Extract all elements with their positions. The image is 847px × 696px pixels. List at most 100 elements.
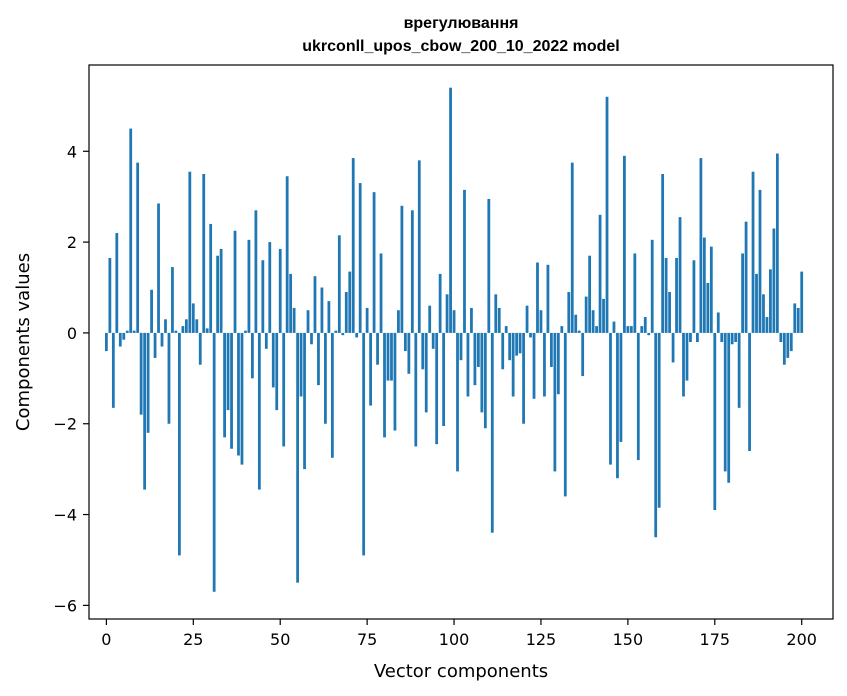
bar xyxy=(702,237,706,333)
bar xyxy=(775,153,779,333)
x-axis-label: Vector components xyxy=(374,661,548,682)
bar xyxy=(744,221,748,333)
bar xyxy=(261,260,265,333)
bar xyxy=(435,332,439,445)
bar xyxy=(692,260,696,333)
bar xyxy=(150,289,153,333)
bar xyxy=(543,332,546,397)
bar xyxy=(616,332,619,479)
bar xyxy=(755,273,758,333)
bar xyxy=(657,332,661,508)
bar xyxy=(237,332,240,456)
bar xyxy=(682,332,685,397)
bar xyxy=(372,192,376,333)
bar xyxy=(198,332,202,365)
bar xyxy=(292,307,296,333)
bar xyxy=(160,332,164,347)
bar xyxy=(271,332,275,388)
bar xyxy=(330,332,334,458)
bar xyxy=(699,158,703,333)
x-tick-label: 125 xyxy=(526,630,557,649)
bar xyxy=(741,253,744,333)
bar xyxy=(111,332,115,408)
bar xyxy=(556,332,560,395)
bar xyxy=(268,242,272,333)
bar xyxy=(664,257,668,333)
bar xyxy=(257,332,261,490)
bar xyxy=(483,332,487,429)
bar xyxy=(789,332,793,352)
bar xyxy=(650,239,654,333)
bar xyxy=(191,303,195,333)
bar xyxy=(344,292,348,333)
bar xyxy=(143,332,147,490)
bar xyxy=(605,96,609,333)
bar xyxy=(410,210,414,333)
x-axis: 0 25 50 75 100 125 150 175 200 xyxy=(101,619,817,649)
bar xyxy=(386,332,390,381)
bar xyxy=(174,330,178,333)
bar xyxy=(334,330,338,333)
bar xyxy=(181,326,185,333)
bar xyxy=(449,87,452,333)
plot-frame xyxy=(88,64,834,620)
bar xyxy=(497,307,501,333)
x-tick-label: 75 xyxy=(357,630,377,649)
bar xyxy=(324,332,327,424)
bar xyxy=(153,332,157,358)
bar xyxy=(793,303,797,333)
bar xyxy=(313,276,317,333)
bar xyxy=(550,332,553,367)
bar xyxy=(247,239,251,333)
bar xyxy=(310,332,313,345)
bar-series xyxy=(104,87,804,592)
y-tick-label: −2 xyxy=(53,415,77,434)
bar xyxy=(442,332,446,427)
bar xyxy=(765,317,769,333)
bar xyxy=(751,171,755,333)
bar xyxy=(438,273,442,333)
bar xyxy=(584,296,588,333)
bar xyxy=(289,273,293,333)
bar xyxy=(591,310,595,333)
bar xyxy=(772,228,776,333)
bar xyxy=(525,305,529,333)
bar xyxy=(254,210,258,333)
bar xyxy=(689,332,692,342)
bar xyxy=(633,253,637,333)
bar xyxy=(470,307,473,333)
bar xyxy=(487,198,491,333)
bar xyxy=(504,326,508,333)
bar xyxy=(563,332,567,497)
bar xyxy=(376,332,379,365)
bar xyxy=(758,189,762,333)
bar xyxy=(522,332,525,424)
bar xyxy=(275,332,279,411)
bar xyxy=(348,271,352,333)
bar xyxy=(762,294,765,333)
bar xyxy=(132,330,136,333)
bar xyxy=(240,332,244,465)
bar xyxy=(122,332,126,340)
bar xyxy=(716,312,720,333)
bar xyxy=(337,235,341,333)
bar xyxy=(480,332,484,413)
bar xyxy=(675,257,678,333)
bar xyxy=(223,332,226,438)
bar xyxy=(184,319,188,333)
bar xyxy=(626,326,630,333)
bar xyxy=(459,332,463,361)
bar xyxy=(424,332,428,413)
bar xyxy=(609,332,612,465)
bar xyxy=(230,332,233,449)
y-tick-label: 4 xyxy=(67,142,77,161)
bar xyxy=(668,292,671,333)
bar xyxy=(490,332,494,533)
bar xyxy=(195,319,199,333)
bar xyxy=(678,217,682,333)
bar xyxy=(577,330,581,333)
bar xyxy=(456,332,459,472)
y-axis-label: Components values xyxy=(13,253,34,431)
bar xyxy=(414,332,418,447)
bar xyxy=(104,332,108,352)
